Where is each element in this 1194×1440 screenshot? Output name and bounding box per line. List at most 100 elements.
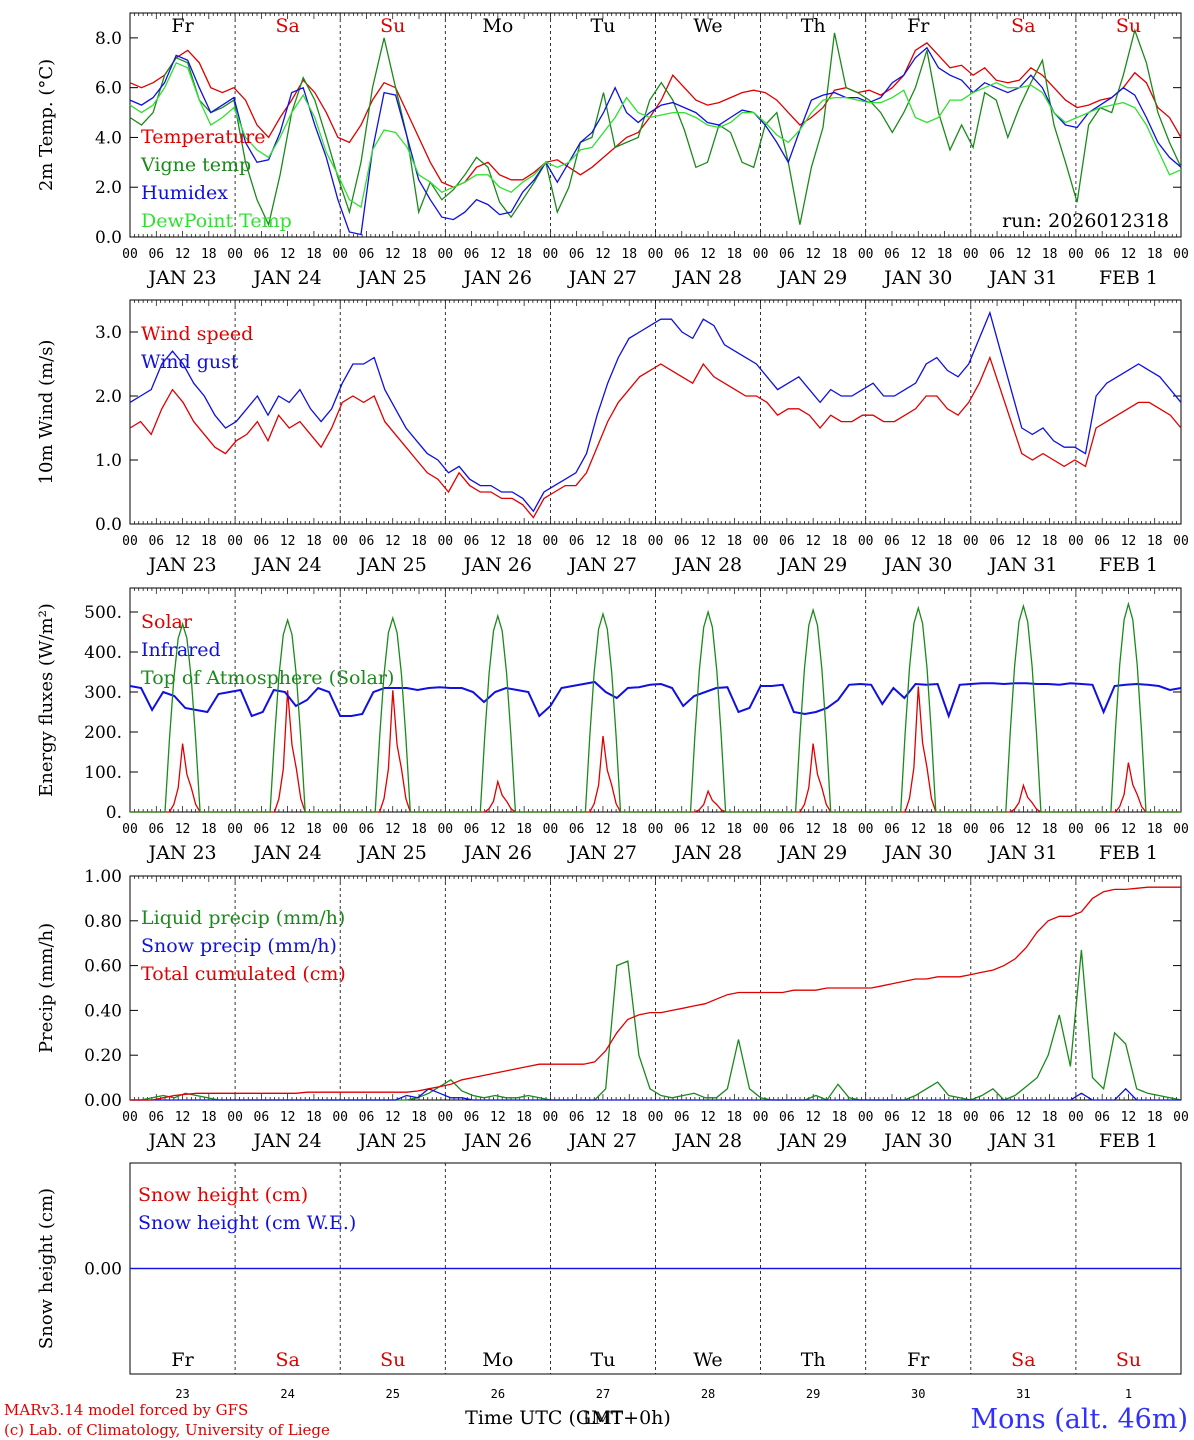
date-number: 23 [175, 1387, 189, 1401]
date-label: JAN 30 [882, 1130, 952, 1152]
date-label: JAN 29 [777, 1130, 847, 1152]
hour-tick-label: 12 [1016, 822, 1032, 837]
weekday-label: Su [380, 15, 405, 37]
hour-tick-label: 06 [884, 247, 900, 262]
hour-tick-label: 06 [989, 1110, 1005, 1125]
hour-tick-label: 12 [910, 822, 926, 837]
hour-tick-label: 06 [359, 822, 375, 837]
hour-tick-label: 12 [805, 247, 821, 262]
hour-tick-label: 12 [385, 534, 401, 549]
y-axis-label: Energy fluxes (W/m²) [36, 603, 57, 797]
hour-tick-label: 00 [858, 822, 874, 837]
weekday-label: Su [380, 1349, 405, 1371]
hour-tick-label: 00 [1173, 534, 1189, 549]
y-tick-label: 6.0 [95, 79, 122, 99]
hour-tick-label: 06 [989, 822, 1005, 837]
weekday-label: Su [1116, 15, 1141, 37]
hour-tick-label: 12 [280, 247, 296, 262]
hour-tick-label: 12 [1016, 247, 1032, 262]
hour-tick-label: 12 [910, 247, 926, 262]
hour-tick-label: 00 [753, 822, 769, 837]
hour-tick-label: 18 [201, 1110, 217, 1125]
hour-tick-label: 12 [280, 1110, 296, 1125]
legend-entry: Vigne temp [140, 154, 251, 176]
hour-tick-label: 18 [726, 534, 742, 549]
hour-tick-label: 00 [543, 247, 559, 262]
hour-tick-label: 06 [779, 534, 795, 549]
series-line-dewpoint-temp [129, 61, 1182, 209]
hour-tick-label: 06 [464, 1110, 480, 1125]
weekday-label: Sa [275, 1349, 299, 1371]
date-label: JAN 25 [357, 842, 427, 864]
hour-tick-label: 12 [175, 822, 191, 837]
hour-tick-label: 18 [516, 534, 532, 549]
hour-tick-label: 06 [148, 247, 164, 262]
date-label: JAN 26 [462, 554, 532, 576]
hour-tick-label: 00 [122, 1110, 138, 1125]
y-axis-label: 2m Temp. (°C) [36, 59, 57, 191]
y-tick-label: 1.00 [84, 867, 122, 887]
date-label: JAN 23 [146, 842, 216, 864]
hour-tick-label: 00 [648, 247, 664, 262]
hour-tick-label: 00 [753, 1110, 769, 1125]
legend-entry: Infrared [141, 639, 221, 661]
hour-tick-label: 12 [700, 247, 716, 262]
hour-tick-label: 18 [726, 247, 742, 262]
date-number: 26 [491, 1387, 505, 1401]
legend-entry: Top of Atmosphere (Solar) [141, 667, 394, 689]
y-axis-label: 10m Wind (m/s) [36, 340, 57, 485]
hour-tick-label: 18 [937, 1110, 953, 1125]
legend-entry: Snow height (cm W.E.) [138, 1212, 356, 1234]
hour-tick-label: 18 [411, 534, 427, 549]
hour-tick-label: 06 [674, 534, 690, 549]
hour-tick-label: 06 [254, 1110, 270, 1125]
hour-tick-label: 06 [359, 247, 375, 262]
date-label: JAN 26 [462, 842, 532, 864]
hour-tick-label: 00 [227, 247, 243, 262]
hour-tick-label: 00 [437, 247, 453, 262]
weekday-label: Sa [1011, 15, 1035, 37]
hour-tick-label: 18 [1042, 534, 1058, 549]
hour-tick-label: 00 [1173, 822, 1189, 837]
hour-tick-label: 12 [910, 534, 926, 549]
hour-tick-label: 18 [1042, 822, 1058, 837]
date-label: FEB 1 [1099, 1130, 1158, 1152]
weekday-label: Fr [907, 15, 930, 37]
hour-tick-label: 06 [884, 534, 900, 549]
hour-tick-label: 06 [254, 247, 270, 262]
hour-tick-label: 06 [148, 1110, 164, 1125]
hour-tick-label: 12 [1016, 534, 1032, 549]
hour-tick-label: 12 [1121, 534, 1137, 549]
hour-tick-label: 18 [937, 822, 953, 837]
series-line-wind-speed [129, 355, 1182, 519]
series-line-snow-precip-mm-h- [130, 1087, 1181, 1101]
hour-tick-label: 06 [254, 822, 270, 837]
date-label: JAN 30 [882, 267, 952, 289]
hour-tick-label: 00 [648, 1110, 664, 1125]
hour-tick-label: 18 [411, 822, 427, 837]
hour-tick-label: 06 [674, 822, 690, 837]
date-label: FEB 1 [1099, 554, 1158, 576]
hour-tick-label: 18 [306, 1110, 322, 1125]
hour-tick-label: 06 [779, 247, 795, 262]
hour-tick-label: 18 [621, 534, 637, 549]
weekday-label: We [693, 15, 722, 37]
legend-entry: Solar [141, 611, 193, 633]
hour-tick-label: 12 [700, 822, 716, 837]
hour-tick-label: 06 [884, 1110, 900, 1125]
y-tick-label: 0. [106, 803, 122, 823]
hour-tick-label: 18 [411, 1110, 427, 1125]
hour-tick-label: 00 [648, 822, 664, 837]
hour-tick-label: 18 [411, 247, 427, 262]
weekday-label: Tu [590, 15, 615, 37]
x-axis-label: Time UTC (GMT+0h) [465, 1407, 671, 1429]
hour-tick-label: 06 [359, 534, 375, 549]
hour-tick-label: 00 [122, 247, 138, 262]
legend-entry: Total cumulated (cm) [141, 963, 346, 985]
date-label: JAN 27 [567, 554, 637, 576]
hour-tick-label: 06 [1094, 534, 1110, 549]
legend-entry: Snow height (cm) [138, 1184, 308, 1206]
hour-tick-label: 12 [700, 534, 716, 549]
hour-tick-label: 12 [490, 822, 506, 837]
date-number: 24 [280, 1387, 294, 1401]
